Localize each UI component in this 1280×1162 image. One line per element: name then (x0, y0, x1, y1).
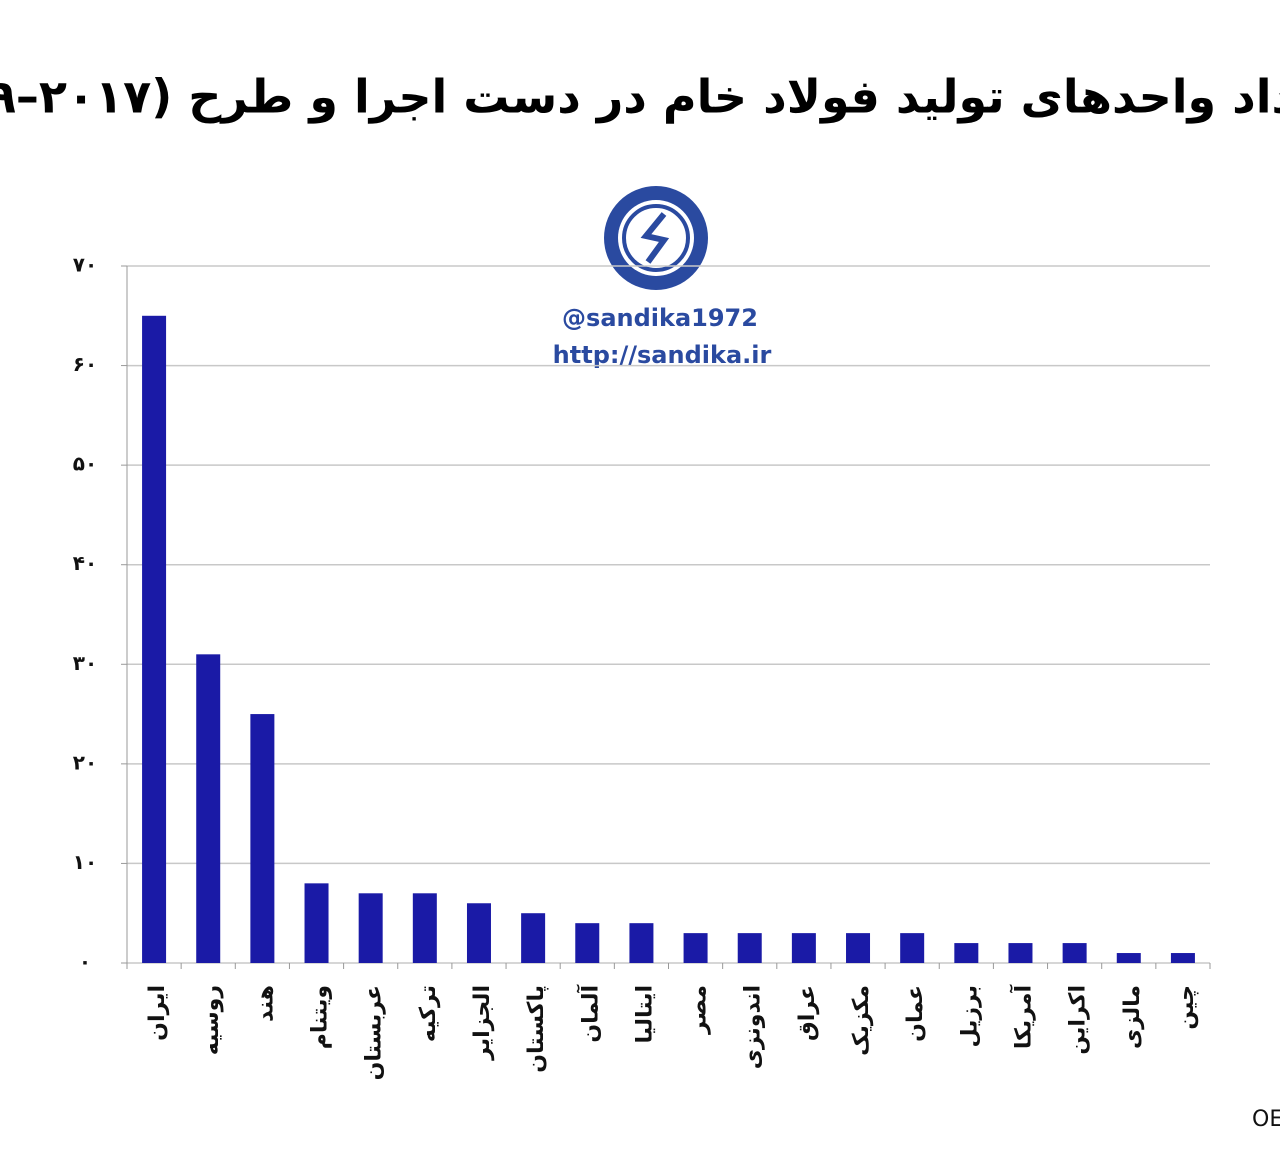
y-tick-label: ۲۰ (73, 750, 97, 774)
x-tick-label: آمریکا (1008, 985, 1036, 1050)
x-tick-label: ترکیه (416, 985, 441, 1042)
bar (521, 913, 546, 963)
y-tick-label: ۶۰ (73, 352, 97, 376)
x-tick-label: ایتالیا (632, 985, 657, 1044)
bar (954, 943, 979, 963)
x-tick-label: روسیه (199, 985, 224, 1055)
x-tick-label: عراق (795, 985, 820, 1041)
x-tick-label: ویتنام (308, 985, 333, 1049)
bar (1062, 943, 1087, 963)
source: منبع: OECD (1252, 1107, 1280, 1132)
x-tick-label: مصر (687, 985, 712, 1035)
bar (846, 933, 871, 963)
x-tick-label: الجزایر (470, 985, 495, 1061)
x-tick-label: عربستان (362, 985, 387, 1080)
y-tick-label: ۳۰ (73, 651, 97, 675)
bar (466, 903, 491, 963)
watermark: @sandika1972 (562, 304, 758, 332)
bar (737, 933, 762, 963)
x-tick-label: هند (253, 985, 278, 1022)
x-tick-label: مالزی (1120, 985, 1145, 1049)
y-tick-label: ۷۰ (73, 253, 97, 277)
bar (575, 923, 600, 963)
y-tick-label: ۱۰ (73, 850, 97, 874)
bar (250, 714, 275, 963)
bar (1008, 943, 1033, 963)
chart-title: تعداد واحدهای تولید فولاد خام در دست اجر… (0, 70, 1280, 124)
x-tick-label: مکزیک (849, 985, 874, 1056)
x-tick-label: آلمان (575, 985, 603, 1043)
x-tick-label: چین (1174, 985, 1199, 1030)
bar (196, 654, 221, 963)
x-tick-label: پاکستان (524, 985, 549, 1073)
x-tick-label: اندونزی (741, 985, 766, 1069)
logo (604, 186, 708, 290)
bar (142, 315, 167, 963)
bar (629, 923, 654, 963)
y-tick-label: ۴۰ (73, 551, 97, 575)
bar (1170, 953, 1195, 963)
bar (412, 893, 437, 963)
y-tick-label: ۵۰ (73, 452, 97, 476)
bar (791, 933, 816, 963)
x-tick-label: ایران (145, 985, 170, 1041)
x-tick-label: عمان (903, 985, 928, 1042)
bar (900, 933, 925, 963)
bar (358, 893, 383, 963)
x-tick-label: اکراین (1066, 985, 1091, 1055)
x-tick-label: برزیل (957, 985, 982, 1048)
bar (1116, 953, 1141, 963)
bar (304, 883, 329, 963)
y-tick-label: ۰ (79, 950, 91, 974)
bar (683, 933, 708, 963)
watermark: http://sandika.ir (553, 341, 772, 369)
